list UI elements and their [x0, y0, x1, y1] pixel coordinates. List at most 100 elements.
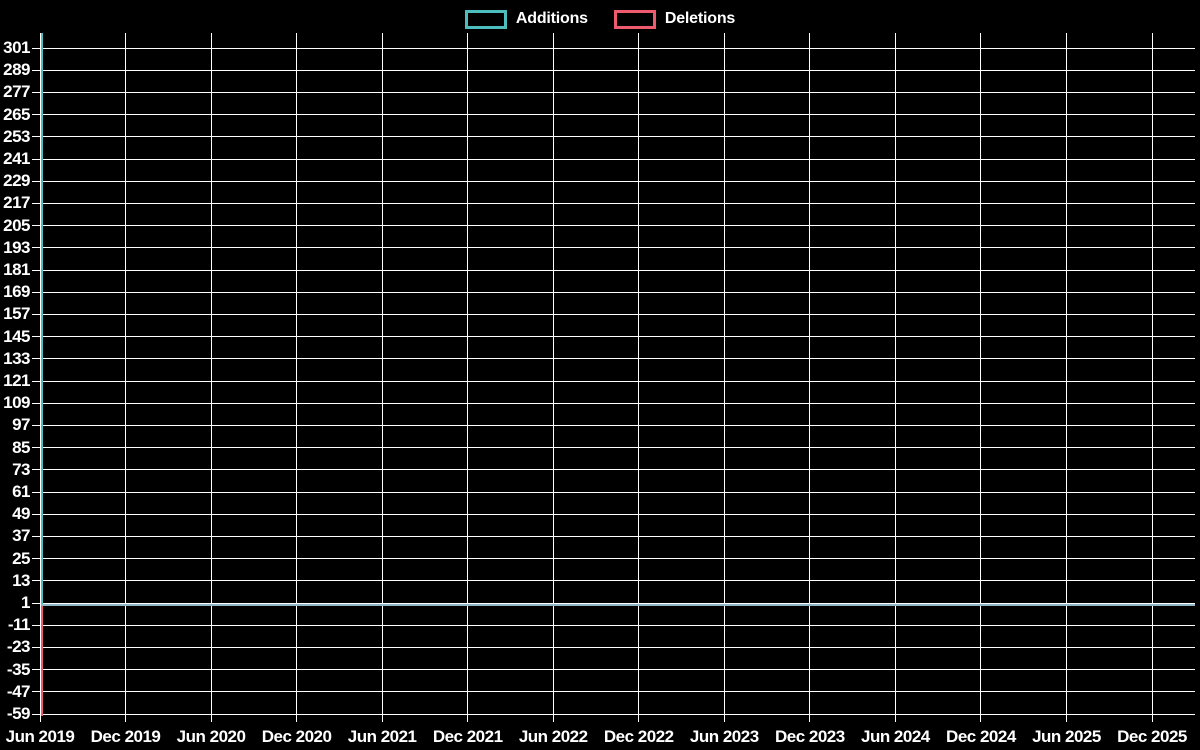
legend-item-deletions[interactable]: Deletions: [613, 9, 736, 29]
x-gridline: [638, 33, 640, 714]
y-tick-label: 253: [3, 126, 30, 146]
y-gridline: [32, 402, 1195, 404]
x-tick-label: Dec 2023: [774, 727, 845, 746]
y-tick-label: 73: [12, 459, 30, 479]
y-gridline: [32, 69, 1195, 71]
additions-swatch-icon: [464, 9, 507, 29]
legend-label-deletions: Deletions: [664, 10, 736, 27]
y-tick-label: -11: [7, 615, 31, 635]
x-tick-stub: [125, 714, 127, 722]
y-tick-label: -35: [6, 659, 31, 679]
y-tick-label: 289: [3, 60, 30, 80]
y-tick-label: 169: [3, 282, 30, 302]
x-tick-label: Jun 2020: [176, 727, 246, 746]
x-tick-label: Dec 2024: [946, 727, 1016, 746]
y-tick-label: -23: [6, 637, 31, 657]
chart-legend: Additions Deletions: [0, 7, 1200, 31]
x-tick-stub: [1151, 714, 1153, 722]
y-tick-label: 181: [3, 260, 30, 279]
y-gridline: [32, 535, 1195, 537]
x-gridline: [467, 33, 469, 714]
y-tick-label: -59: [6, 704, 31, 723]
y-tick-label: 109: [3, 393, 30, 413]
x-gridline: [1151, 33, 1153, 714]
y-gridline: [32, 624, 1195, 626]
x-tick-stub: [1065, 714, 1067, 722]
y-tick-label: 241: [3, 149, 30, 168]
y-tick-label: 85: [12, 437, 30, 457]
y-gridline: [32, 47, 1195, 49]
y-tick-label: -47: [6, 681, 31, 701]
deletions-spike: [40, 605, 43, 716]
x-tick-label: Dec 2022: [603, 727, 674, 746]
x-tick-stub: [638, 714, 640, 722]
y-gridline: [32, 491, 1195, 493]
y-tick-label: 205: [3, 215, 30, 235]
y-gridline: [32, 158, 1195, 160]
y-tick-label: 121: [3, 371, 30, 390]
x-tick-label: Jun 2023: [689, 727, 759, 746]
x-gridline: [210, 33, 212, 714]
y-gridline: [32, 380, 1195, 382]
x-tick-label: Dec 2021: [432, 727, 503, 746]
x-gridline: [723, 33, 725, 714]
y-gridline: [32, 358, 1195, 360]
x-gridline: [296, 33, 298, 714]
y-tick-label: 229: [3, 171, 30, 191]
x-gridline: [980, 33, 982, 714]
y-tick-label: 265: [3, 104, 30, 124]
y-gridline: [32, 225, 1195, 227]
x-tick-label: Dec 2020: [261, 727, 332, 746]
x-tick-label: Jun 2024: [860, 727, 930, 746]
x-tick-stub: [296, 714, 298, 722]
y-tick-label: 13: [12, 570, 30, 590]
y-tick-label: 97: [12, 415, 30, 435]
y-tick-label: 25: [12, 548, 30, 568]
x-tick-stub: [552, 714, 554, 722]
y-gridline: [32, 646, 1195, 648]
y-gridline: [32, 91, 1195, 93]
x-tick-label: Jun 2021: [347, 727, 417, 746]
x-tick-stub: [39, 714, 41, 722]
y-gridline: [32, 114, 1195, 116]
x-tick-stub: [980, 714, 982, 722]
y-gridline: [32, 469, 1195, 471]
y-gridline: [32, 513, 1195, 515]
y-tick-label: 145: [3, 326, 30, 346]
x-gridline: [809, 33, 811, 714]
y-gridline: [32, 313, 1195, 315]
y-tick-label: 1: [21, 593, 30, 612]
y-gridline: [32, 447, 1195, 449]
y-gridline: [32, 180, 1195, 182]
y-gridline: [32, 713, 1195, 715]
y-gridline: [32, 336, 1195, 338]
x-tick-stub: [210, 714, 212, 722]
x-tick-label: Jun 2019: [5, 727, 75, 746]
x-tick-label: Jun 2025: [1032, 727, 1101, 746]
x-gridline: [125, 33, 127, 714]
y-gridline: [32, 424, 1195, 426]
x-tick-stub: [467, 714, 469, 722]
y-gridline: [32, 247, 1195, 249]
y-gridline: [32, 691, 1195, 693]
x-tick-stub: [894, 714, 896, 722]
y-tick-label: 193: [3, 237, 30, 257]
y-gridline: [32, 580, 1195, 582]
legend-label-additions: Additions: [515, 10, 588, 27]
y-tick-label: 133: [3, 348, 30, 368]
x-tick-stub: [381, 714, 383, 722]
y-gridline: [32, 558, 1195, 560]
y-gridline: [32, 602, 1195, 604]
y-tick-label: 157: [3, 304, 30, 324]
legend-item-additions[interactable]: Additions: [464, 9, 588, 29]
x-tick-stub: [809, 714, 811, 722]
deletions-swatch-icon: [613, 9, 656, 29]
y-gridline: [32, 669, 1195, 671]
x-tick-stub: [723, 714, 725, 722]
y-tick-label: 277: [3, 82, 30, 102]
x-gridline: [39, 33, 41, 714]
y-tick-label: 37: [12, 526, 30, 546]
y-tick-label: 301: [3, 38, 30, 57]
x-gridline: [1065, 33, 1067, 714]
